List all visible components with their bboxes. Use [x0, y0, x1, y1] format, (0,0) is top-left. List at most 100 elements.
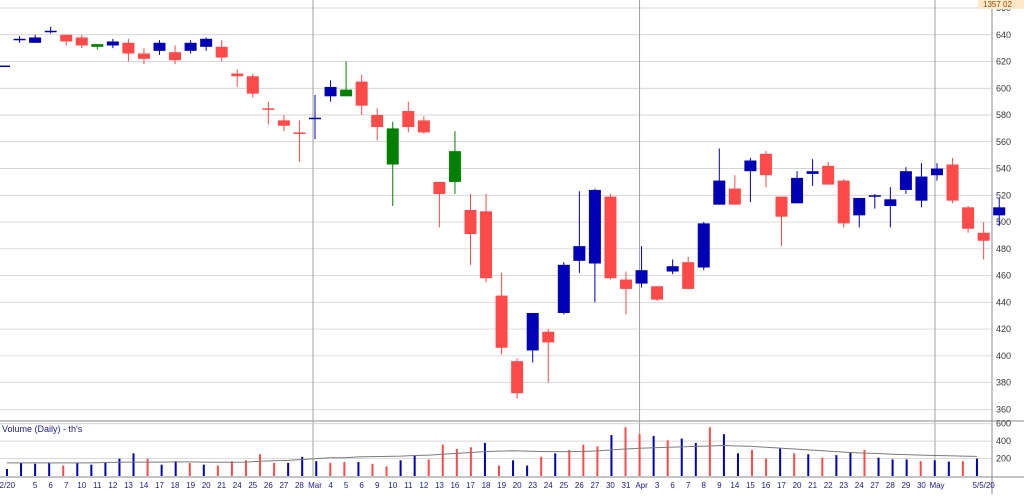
candle-body	[775, 196, 788, 217]
candle	[480, 193, 493, 283]
volume-bar	[554, 453, 557, 476]
volume-bar	[216, 465, 219, 476]
volume-bar	[891, 459, 894, 476]
candle-body	[868, 195, 881, 197]
candle-body	[884, 199, 897, 206]
date-tick-label: 28	[886, 481, 895, 490]
date-tick-label: 14	[730, 481, 739, 490]
volume-tick-label: 600	[996, 419, 1011, 429]
volume-bar	[961, 461, 964, 476]
candle	[682, 256, 695, 289]
candle-body	[806, 171, 819, 174]
volume-bar	[610, 435, 613, 476]
volume-bar	[118, 458, 121, 476]
candle-body	[962, 207, 975, 229]
volume-average-line	[7, 445, 977, 464]
candle	[588, 188, 601, 303]
volume-bar	[343, 462, 346, 476]
candle-body	[993, 207, 1006, 216]
volume-bar	[877, 457, 880, 476]
date-tick-label: 18	[171, 481, 180, 490]
volume-bar	[62, 465, 65, 476]
date-tick-label: 20	[793, 481, 802, 490]
volume-bar	[399, 460, 402, 476]
candle-body	[448, 151, 461, 182]
volume-bar	[329, 462, 332, 476]
candle-body	[573, 246, 586, 261]
volume-bar	[708, 427, 711, 476]
candle-body	[91, 44, 104, 47]
candle	[277, 115, 290, 132]
candle	[977, 222, 990, 260]
candle-body	[309, 117, 321, 120]
volume-bar	[863, 449, 866, 476]
price-tick-label: 460	[996, 271, 1011, 281]
candle	[44, 26, 57, 34]
candle-body	[137, 53, 150, 59]
candle	[137, 48, 150, 65]
candle-body	[277, 120, 290, 126]
date-tick-label: 24	[544, 481, 553, 490]
candle-body	[60, 34, 73, 42]
candle	[604, 193, 617, 280]
volume-bar	[835, 455, 838, 476]
volume-tick-label: 400	[996, 436, 1011, 446]
candle	[899, 167, 912, 194]
candle-body	[355, 81, 368, 106]
volume-bar	[441, 444, 444, 476]
candle-body	[604, 196, 617, 279]
volume-bar	[765, 458, 768, 476]
date-tick-label: 6	[670, 481, 675, 490]
candle	[495, 272, 508, 355]
volume-bar	[919, 461, 922, 476]
volume-bar	[933, 460, 936, 476]
candle	[464, 193, 477, 265]
volume-bar	[230, 461, 233, 476]
date-tick-label: 4	[328, 481, 333, 490]
date-tick-label: 20	[513, 481, 522, 490]
candle-body	[837, 180, 850, 224]
date-tick-label: 6	[48, 481, 53, 490]
price-tick-label: 360	[996, 404, 1011, 414]
candle	[651, 286, 664, 301]
volume-bar	[596, 446, 599, 476]
date-tick-label: 19	[186, 481, 195, 490]
candle	[822, 161, 835, 185]
volume-bar	[90, 464, 93, 476]
volume-bar	[34, 463, 37, 476]
date-tick-label: 7	[686, 481, 691, 490]
candle	[184, 40, 197, 54]
date-tick-label: 17	[777, 481, 786, 490]
volume-bar	[6, 469, 8, 476]
candle	[635, 246, 648, 288]
candle	[246, 73, 259, 98]
candle	[728, 175, 741, 205]
candle	[526, 312, 539, 363]
candle-body	[651, 286, 664, 300]
date-tick-label: Mar	[308, 481, 322, 490]
date-tick-label: 5	[344, 481, 349, 490]
candle	[402, 101, 415, 133]
volume-bar	[413, 455, 416, 476]
price-tick-label: 440	[996, 297, 1011, 307]
date-tick-label: 25	[559, 481, 568, 490]
date-tick-label: 23	[839, 481, 848, 490]
date-tick-label: 19	[497, 481, 506, 490]
candle	[386, 121, 399, 206]
candle	[915, 163, 928, 208]
volume-bar	[736, 453, 739, 476]
candle	[417, 116, 430, 134]
volume-bar	[849, 452, 852, 476]
candle-body	[666, 266, 679, 272]
volume-panel: 200 400 600	[0, 419, 1011, 476]
date-tick-label: 28	[295, 481, 304, 490]
date-tick-label: 3	[655, 481, 660, 490]
date-tick-label: 16	[761, 481, 770, 490]
candlesticks	[0, 26, 1006, 399]
volume-bar	[498, 465, 500, 476]
volume-bar	[905, 459, 908, 476]
date-tick-label: 27	[590, 481, 599, 490]
volume-bar	[301, 456, 304, 476]
price-tick-label: 640	[996, 30, 1011, 40]
price-tick-label: 520	[996, 190, 1011, 200]
